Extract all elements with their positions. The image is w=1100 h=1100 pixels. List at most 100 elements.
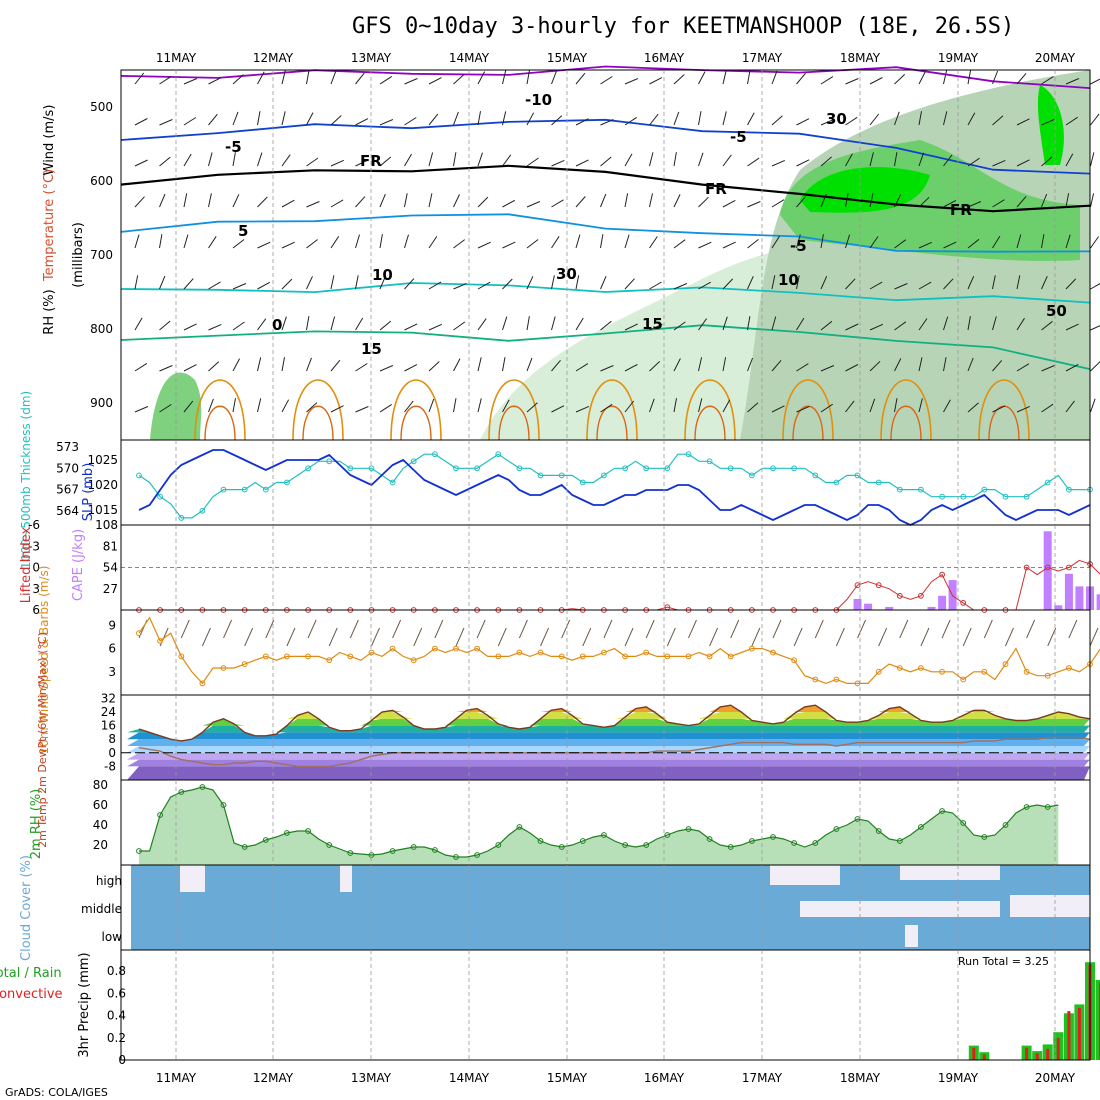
wind10-speed-line-marker [178,653,185,660]
wind-barb [894,321,907,331]
isotherm-warm-loop [694,405,726,441]
wind-barb [747,239,759,249]
wind-barb [698,152,704,167]
wind-barb [208,236,217,249]
wind-barb [820,156,832,167]
wind-barb [134,317,143,331]
wind-barb [134,362,148,372]
ylabel-precip: 3hr Precip (mm) [77,952,92,1057]
wind-barb [1041,76,1054,85]
wind10-speed-line-marker [453,645,459,652]
rh2m-line-marker [136,848,142,854]
wind-barb [698,71,706,85]
wind-barb [551,115,563,126]
thickness-line-marker [622,465,628,472]
wind-barb [747,112,755,126]
temp-band [127,759,1090,767]
wind-barb [1090,193,1095,208]
lifted-index-line-marker [1066,564,1072,571]
wind-barb [992,115,1004,126]
wind10-tick: 6 [108,642,116,656]
wind-barb [453,358,461,372]
wind-barb [918,152,925,167]
wind10-speed-line-marker [875,668,882,675]
precip-conv-bar [972,1047,976,1060]
day-label-bottom: 13MAY [351,1071,392,1085]
wind-barb [281,70,286,85]
wind-barb [918,398,923,413]
thickness-line-marker [432,451,438,458]
wind-barb [624,400,635,413]
wind-barb [771,316,777,331]
cloud-row-label: high [96,874,122,888]
wind-barb [624,234,630,249]
wind10-speed-line-marker [791,657,797,664]
wind10-speed-line-marker [199,680,206,687]
wind-barb [967,316,971,331]
rh2m-line-marker [368,852,375,858]
thickness-line-marker [474,465,481,472]
wind-barb [404,117,417,126]
contour-label: -10 [525,91,552,109]
day-label-bottom: 20MAY [1035,1071,1076,1085]
wind-barb [796,317,805,331]
wind-barb [306,276,313,290]
wind10-speed-line-marker [136,630,142,637]
wind-barb [943,357,947,372]
temp-band [127,746,1090,753]
wind-barb [257,241,271,249]
rh2m-line-marker [410,844,417,850]
wind-barb [992,275,996,290]
wind-barb [845,153,853,167]
wind-barb [306,316,310,331]
wind10-barb [201,627,211,647]
day-label-top: 19MAY [938,51,979,65]
wind-barb [747,201,761,208]
wind-barb [183,278,194,290]
wind-barb [1090,325,1100,331]
wind-barb [428,236,438,249]
wind-barb [306,402,318,413]
precip-total-bar [1095,980,1100,1060]
thickness-line-marker [770,465,776,472]
wind-barb [355,275,359,290]
thickness-line-marker [558,472,565,479]
day-label-bottom: 14MAY [449,1071,490,1085]
lifted-index-line-marker [918,592,924,599]
wind-barb [404,153,413,167]
isotherm-warm-loop [292,379,344,441]
rh2m-line-marker [791,840,797,846]
contour-label: 10 [778,271,799,289]
wind-barb [428,398,435,413]
wind-barb [575,196,586,208]
rh2m-line-marker [833,826,840,832]
wind-barb [575,405,590,413]
wind-barb [575,118,589,126]
wind-barb [771,275,776,290]
wind10-speed-line-marker [284,653,290,660]
wind10-barb [371,627,380,647]
wind-barb [820,403,833,413]
wind-barb [281,399,290,413]
wind-barb [404,78,418,85]
contour-label: 30 [556,265,577,283]
wind10-speed-line-marker [727,653,734,660]
contour-label: 10 [372,266,393,284]
precip-conv-bar [1046,1048,1050,1060]
wind-barb [526,70,530,85]
precip-tick: 0 [118,1053,126,1067]
wind-barb [257,357,262,372]
wind-barb [526,157,539,167]
cape-tick: 27 [103,582,118,596]
wind-barb [1041,118,1055,126]
wind-barb [404,234,409,249]
wind-barb [477,196,489,208]
cape-bar [1075,586,1084,610]
wind-barb [183,117,197,126]
wind-barb [1065,278,1077,290]
contour-label: 50 [1046,302,1067,320]
wind10-barb [244,627,254,647]
wind-barb [526,402,538,413]
thickness-line-marker [262,486,269,493]
